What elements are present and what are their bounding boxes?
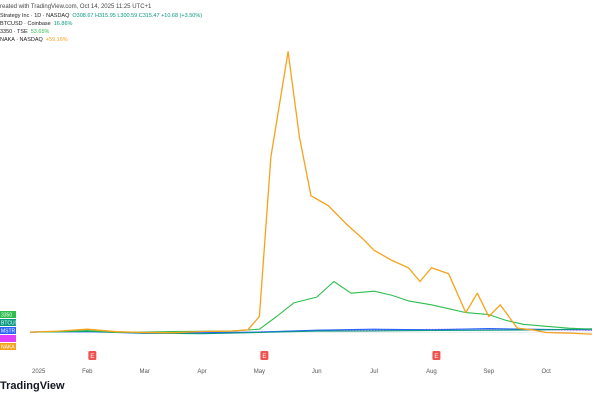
tradingview-logo: TradingView [0, 380, 65, 392]
chart-header: reated with TradingView.com, Oct 14, 202… [0, 0, 600, 60]
price-tag [0, 319, 16, 326]
chart-caption: reated with TradingView.com, Oct 14, 202… [0, 4, 152, 10]
event-marker [432, 351, 441, 360]
legend-stat: +59.16% [45, 37, 68, 43]
price-tag-label: MSTR [1, 328, 16, 334]
x-tick-label: Apr [197, 369, 206, 375]
price-tag [0, 327, 16, 334]
x-tick-label: Aug [426, 369, 437, 375]
legend-btcusd: BTCUSD · Coinbase 16.86% [0, 21, 72, 27]
x-tick-label: Mar [140, 369, 150, 375]
event-marker-label: E [262, 354, 266, 360]
price-tag-label: 3350 [1, 312, 12, 318]
price-tag-label: BTCUSD [1, 320, 22, 326]
series-line-naka [29, 51, 593, 335]
legend-stat: 53.65% [30, 29, 50, 35]
x-tick-label: 2025 [32, 369, 46, 375]
series-line-3350 [29, 280, 593, 334]
x-tick-label: Jul [370, 369, 378, 375]
price-tag [0, 343, 16, 350]
event-marker-label: E [434, 354, 438, 360]
x-tick-label: May [254, 369, 265, 375]
brand-text: TradingView [0, 380, 65, 392]
event-marker [88, 351, 97, 360]
x-tick-label: Oct [541, 369, 551, 375]
legend-label: NAKA · NASDAQ [0, 37, 43, 43]
legend-3350: 3350 · TSE 53.65% [0, 29, 49, 35]
event-marker [260, 351, 269, 360]
legend-label: BTCUSD · Coinbase [0, 21, 51, 27]
x-tick-label: Feb [82, 369, 93, 375]
legend-stat: O308.67 H315.95 L300.59 C315.47 +10.68 (… [72, 13, 203, 19]
legend-stat: 16.86% [53, 21, 73, 27]
price-tag-label: NAKA [1, 344, 15, 350]
x-tick-label: Jun [312, 369, 322, 375]
legend-naka: NAKA · NASDAQ +59.16% [0, 37, 68, 43]
price-tag [0, 311, 16, 318]
legend-label: 3350 · TSE [0, 29, 28, 35]
legend-mstr: Strategy Inc · 1D · NASDAQ O308.67 H315.9… [0, 13, 202, 19]
x-tick-label: Sep [483, 369, 494, 375]
price-tag [0, 335, 16, 342]
event-marker-label: E [90, 354, 94, 360]
legend-label: Strategy Inc · 1D · NASDAQ [0, 13, 70, 19]
